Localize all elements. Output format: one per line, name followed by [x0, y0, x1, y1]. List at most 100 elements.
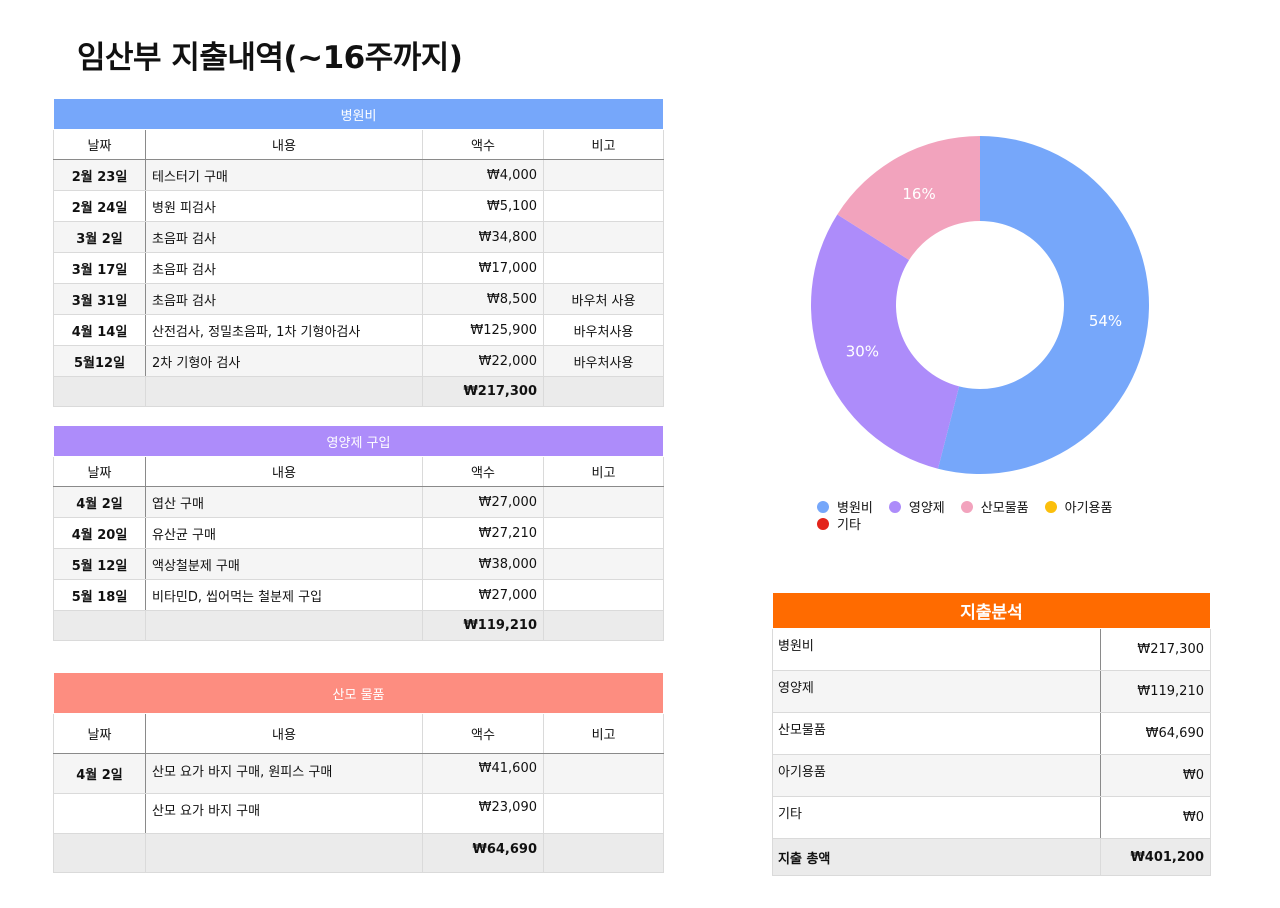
cell-amount[interactable]: ₩22,000 — [422, 345, 544, 377]
table-row[interactable]: 4월 14일 산전검사, 정밀초음파, 1차 기형아검사 ₩125,900 바우… — [53, 314, 665, 346]
cell-note[interactable] — [542, 252, 665, 284]
cell-date[interactable]: 4월 20일 — [53, 517, 146, 549]
summary-amount[interactable]: ₩119,210 — [1100, 670, 1211, 713]
table-row[interactable]: 5월12일 2차 기형아 검사 ₩22,000 바우처사용 — [53, 345, 665, 377]
cell-desc[interactable]: 유산균 구매 — [145, 517, 423, 549]
cell-note[interactable] — [542, 376, 665, 407]
slice-hospital[interactable] — [937, 136, 1149, 474]
cell-amount[interactable]: ₩27,210 — [422, 517, 544, 549]
slice-maternity[interactable] — [837, 136, 980, 260]
supplements-total[interactable]: ₩119,210 — [422, 610, 544, 641]
cell-desc[interactable]: 산모 요가 바지 구매, 원피스 구매 — [145, 753, 423, 794]
cell-date[interactable] — [53, 610, 146, 641]
cell-date[interactable]: 3월 2일 — [53, 221, 146, 253]
cell-date[interactable]: 4월 14일 — [53, 314, 146, 346]
cell-note[interactable]: 바우처사용 — [542, 345, 665, 377]
cell-date[interactable]: 5월 12일 — [53, 548, 146, 580]
table-row[interactable]: 4월 2일 산모 요가 바지 구매, 원피스 구매 ₩41,600 — [53, 753, 665, 794]
cell-date[interactable]: 5월12일 — [53, 345, 146, 377]
cell-date[interactable]: 3월 17일 — [53, 252, 146, 284]
cell-desc[interactable]: 액상철분제 구매 — [145, 548, 423, 580]
cell-amount[interactable]: ₩125,900 — [422, 314, 544, 346]
table-row[interactable]: 3월 17일 초음파 검사 ₩17,000 — [53, 252, 665, 284]
summary-label[interactable]: 아기용품 — [772, 754, 1101, 797]
cell-desc[interactable]: 병원 피검사 — [145, 190, 423, 222]
total-row[interactable]: ₩217,300 — [53, 376, 665, 407]
cell-amount[interactable]: ₩8,500 — [422, 283, 544, 315]
table-row[interactable]: 2월 23일 테스터기 구매 ₩4,000 — [53, 159, 665, 191]
cell-amount[interactable]: ₩41,600 — [422, 753, 544, 794]
cell-note[interactable] — [543, 486, 664, 518]
cell-desc[interactable] — [145, 833, 423, 873]
cell-note[interactable] — [542, 833, 665, 873]
cell-amount[interactable]: ₩5,100 — [422, 190, 544, 222]
cell-desc[interactable] — [145, 376, 423, 407]
summary-total[interactable]: ₩401,200 — [1100, 838, 1211, 876]
cell-note[interactable] — [542, 159, 665, 191]
legend-item-hospital[interactable]: 병원비 — [817, 500, 873, 517]
cell-desc[interactable]: 2차 기형아 검사 — [145, 345, 423, 377]
cell-date[interactable]: 5월 18일 — [53, 579, 146, 611]
cell-note[interactable] — [542, 221, 665, 253]
cell-note[interactable]: 바우처사용 — [542, 314, 665, 346]
cell-desc[interactable] — [145, 610, 423, 641]
cell-amount[interactable]: ₩27,000 — [422, 486, 544, 518]
summary-row[interactable]: 병원비 ₩217,300 — [772, 628, 1211, 671]
cell-date[interactable] — [53, 793, 146, 834]
cell-desc[interactable]: 테스터기 구매 — [145, 159, 423, 191]
table-row[interactable]: 3월 31일 초음파 검사 ₩8,500 바우처 사용 — [53, 283, 665, 315]
total-row[interactable]: ₩119,210 — [53, 610, 664, 641]
cell-date[interactable]: 3월 31일 — [53, 283, 146, 315]
table-row[interactable]: 산모 요가 바지 구매 ₩23,090 — [53, 793, 665, 834]
summary-label[interactable]: 병원비 — [772, 628, 1101, 671]
table-row[interactable]: 3월 2일 초음파 검사 ₩34,800 — [53, 221, 665, 253]
total-row[interactable]: ₩64,690 — [53, 833, 665, 873]
legend-item-other[interactable]: 기타 — [817, 517, 861, 534]
summary-label[interactable]: 영양제 — [772, 670, 1101, 713]
legend-item-baby[interactable]: 아기용품 — [1044, 500, 1112, 517]
summary-amount[interactable]: ₩217,300 — [1100, 628, 1211, 671]
cell-amount[interactable]: ₩4,000 — [422, 159, 544, 191]
cell-date[interactable]: 2월 24일 — [53, 190, 146, 222]
cell-date[interactable] — [53, 833, 146, 873]
cell-note[interactable] — [542, 190, 665, 222]
cell-note[interactable] — [543, 579, 664, 611]
summary-total-row[interactable]: 지출 총액 ₩401,200 — [772, 838, 1211, 876]
summary-row[interactable]: 영양제 ₩119,210 — [772, 670, 1211, 713]
maternity-total[interactable]: ₩64,690 — [422, 833, 544, 873]
summary-row[interactable]: 기타 ₩0 — [772, 796, 1211, 839]
cell-note[interactable]: 바우처 사용 — [542, 283, 665, 315]
cell-note[interactable] — [542, 753, 665, 794]
cell-date[interactable] — [53, 376, 146, 407]
legend-item-supplements[interactable]: 영양제 — [888, 500, 945, 517]
cell-date[interactable]: 4월 2일 — [53, 486, 146, 518]
summary-total-label[interactable]: 지출 총액 — [772, 838, 1101, 876]
summary-row[interactable]: 아기용품 ₩0 — [772, 754, 1211, 797]
cell-desc[interactable]: 비타민D, 씹어먹는 철분제 구입 — [145, 579, 423, 611]
cell-desc[interactable]: 엽산 구매 — [145, 486, 423, 518]
summary-amount[interactable]: ₩0 — [1100, 754, 1211, 797]
cell-amount[interactable]: ₩34,800 — [422, 221, 544, 253]
cell-note[interactable] — [543, 610, 664, 641]
hospital-total[interactable]: ₩217,300 — [422, 376, 544, 407]
cell-desc[interactable]: 초음파 검사 — [145, 283, 423, 315]
cell-note[interactable] — [542, 793, 665, 834]
table-row[interactable]: 4월 2일 엽산 구매 ₩27,000 — [53, 486, 664, 518]
cell-desc[interactable]: 산전검사, 정밀초음파, 1차 기형아검사 — [145, 314, 423, 346]
summary-amount[interactable]: ₩64,690 — [1100, 712, 1211, 755]
cell-desc[interactable]: 초음파 검사 — [145, 221, 423, 253]
summary-label[interactable]: 기타 — [772, 796, 1101, 839]
table-row[interactable]: 2월 24일 병원 피검사 ₩5,100 — [53, 190, 665, 222]
cell-note[interactable] — [543, 548, 664, 580]
cell-amount[interactable]: ₩38,000 — [422, 548, 544, 580]
summary-label[interactable]: 산모물품 — [772, 712, 1101, 755]
slice-supplements[interactable] — [811, 214, 960, 469]
legend-item-maternity[interactable]: 산모물품 — [960, 500, 1029, 517]
cell-date[interactable]: 2월 23일 — [53, 159, 146, 191]
table-row[interactable]: 5월 12일 액상철분제 구매 ₩38,000 — [53, 548, 664, 580]
cell-amount[interactable]: ₩27,000 — [422, 579, 544, 611]
summary-row[interactable]: 산모물품 ₩64,690 — [772, 712, 1211, 755]
table-row[interactable]: 4월 20일 유산균 구매 ₩27,210 — [53, 517, 664, 549]
table-row[interactable]: 5월 18일 비타민D, 씹어먹는 철분제 구입 ₩27,000 — [53, 579, 664, 611]
cell-amount[interactable]: ₩23,090 — [422, 793, 544, 834]
